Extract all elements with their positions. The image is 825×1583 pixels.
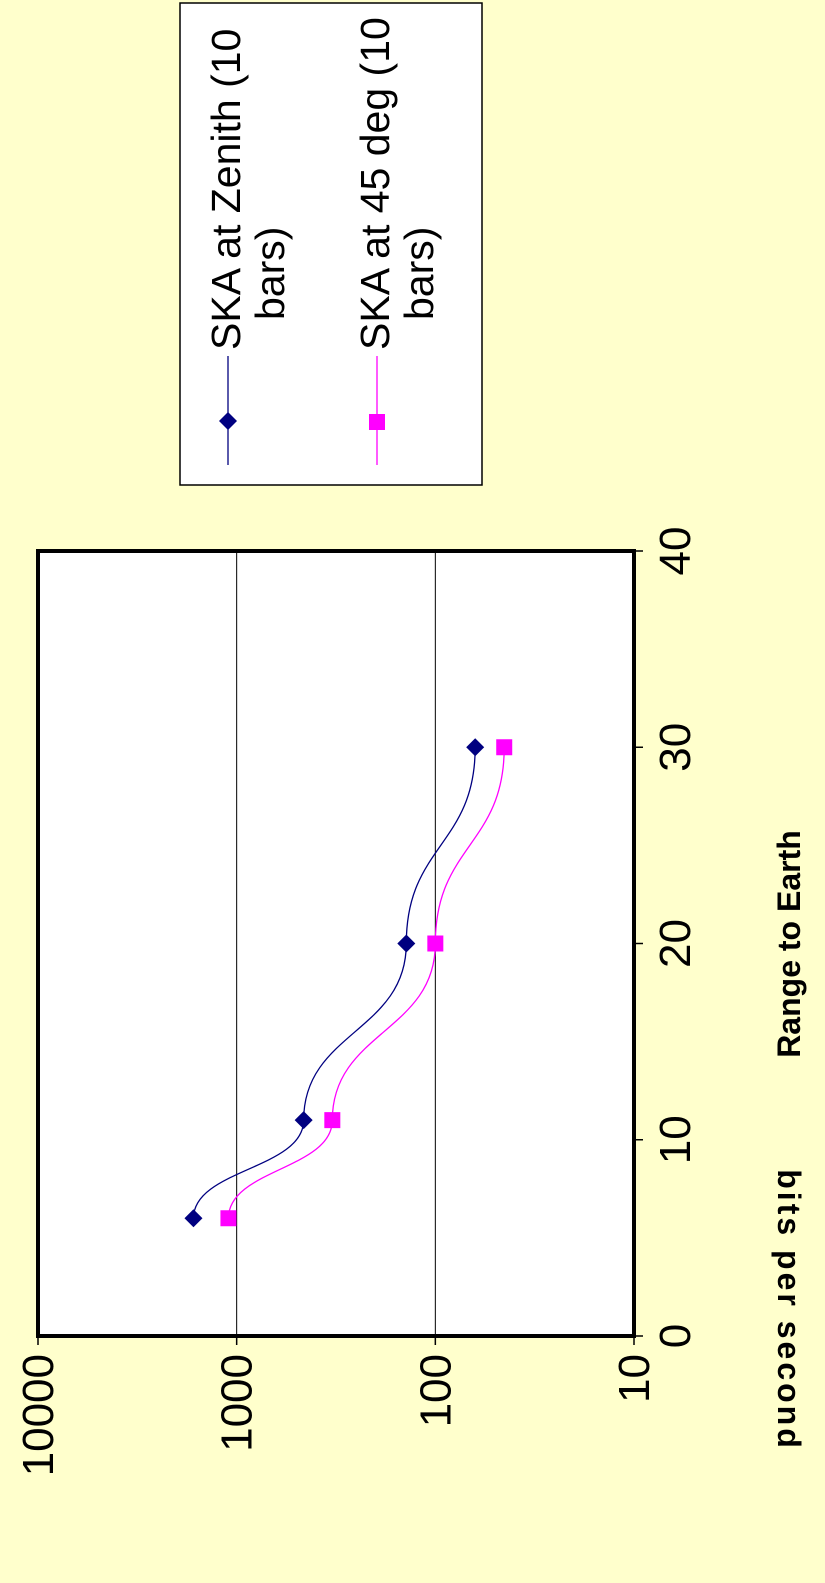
series-line-45deg bbox=[227, 747, 505, 1219]
data-point-square bbox=[220, 1210, 237, 1227]
legend-box bbox=[179, 2, 483, 486]
legend-marker-square bbox=[369, 414, 385, 430]
legend-label-45deg-line-1: SKA at 45 deg (10 bbox=[352, 17, 398, 350]
x-axis-title: Range to Earth bbox=[771, 830, 807, 1058]
data-point-diamond bbox=[466, 738, 485, 757]
legend-label-45deg: SKA at 45 deg (10 bars) bbox=[352, 6, 442, 350]
data-point-square bbox=[427, 935, 444, 952]
x-tick-label: 40 bbox=[651, 527, 700, 576]
y-tick-label: 1000 bbox=[213, 1354, 262, 1452]
x-tick-label: 20 bbox=[651, 919, 700, 968]
legend-item-45deg: SKA at 45 deg (10 bars) bbox=[352, 6, 442, 465]
legend-marker-diamond bbox=[219, 412, 237, 430]
data-point-diamond bbox=[294, 1111, 313, 1130]
series-line-zenith bbox=[192, 747, 476, 1219]
data-point-diamond bbox=[397, 934, 416, 953]
legend: SKA at Zenith (10 bars) SKA at 45 deg (1… bbox=[179, 2, 483, 486]
x-tick-label: 10 bbox=[651, 1115, 700, 1164]
y-tick-label: 100 bbox=[411, 1354, 460, 1427]
legend-label-zenith: SKA at Zenith (10 bars) bbox=[203, 17, 293, 350]
plot-area bbox=[38, 551, 634, 1336]
x-tick-label: 30 bbox=[651, 723, 700, 772]
legend-label-45deg-line-2: bars) bbox=[396, 227, 442, 320]
data-point-square bbox=[324, 1112, 341, 1129]
series-layer bbox=[184, 738, 513, 1228]
legend-label-zenith-line-2: bars) bbox=[247, 227, 293, 320]
y-tick-label: 10 bbox=[610, 1354, 659, 1403]
legend-item-zenith: SKA at Zenith (10 bars) bbox=[203, 17, 293, 465]
data-point-square bbox=[496, 739, 513, 756]
data-point-diamond bbox=[184, 1209, 203, 1228]
x-tick-label: 0 bbox=[651, 1324, 700, 1348]
y-axis-title: bits per second bbox=[771, 1169, 807, 1451]
y-tick-label: 10000 bbox=[14, 1354, 63, 1476]
y-axis-ticks: 10 100 1000 10000 bbox=[14, 1336, 659, 1476]
plot-border bbox=[36, 549, 636, 1338]
legend-label-zenith-line-1: SKA at Zenith (10 bbox=[203, 29, 249, 350]
